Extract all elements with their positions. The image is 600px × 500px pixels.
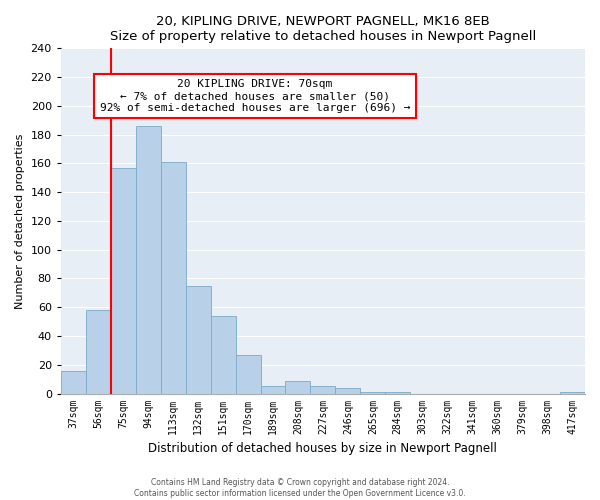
Bar bbox=[161, 162, 185, 394]
X-axis label: Distribution of detached houses by size in Newport Pagnell: Distribution of detached houses by size … bbox=[148, 442, 497, 455]
Bar bbox=[185, 286, 211, 394]
Title: 20, KIPLING DRIVE, NEWPORT PAGNELL, MK16 8EB
Size of property relative to detach: 20, KIPLING DRIVE, NEWPORT PAGNELL, MK16… bbox=[110, 15, 536, 43]
Bar bbox=[260, 386, 286, 394]
Bar bbox=[385, 392, 410, 394]
Bar bbox=[136, 126, 161, 394]
Text: Contains HM Land Registry data © Crown copyright and database right 2024.
Contai: Contains HM Land Registry data © Crown c… bbox=[134, 478, 466, 498]
Bar bbox=[111, 168, 136, 394]
Bar bbox=[211, 316, 236, 394]
Bar bbox=[61, 370, 86, 394]
Bar bbox=[236, 354, 260, 394]
Text: 20 KIPLING DRIVE: 70sqm
← 7% of detached houses are smaller (50)
92% of semi-det: 20 KIPLING DRIVE: 70sqm ← 7% of detached… bbox=[100, 80, 410, 112]
Bar bbox=[310, 386, 335, 394]
Y-axis label: Number of detached properties: Number of detached properties bbox=[15, 134, 25, 308]
Bar bbox=[335, 388, 361, 394]
Bar bbox=[286, 380, 310, 394]
Bar bbox=[560, 392, 585, 394]
Bar bbox=[361, 392, 385, 394]
Bar bbox=[86, 310, 111, 394]
